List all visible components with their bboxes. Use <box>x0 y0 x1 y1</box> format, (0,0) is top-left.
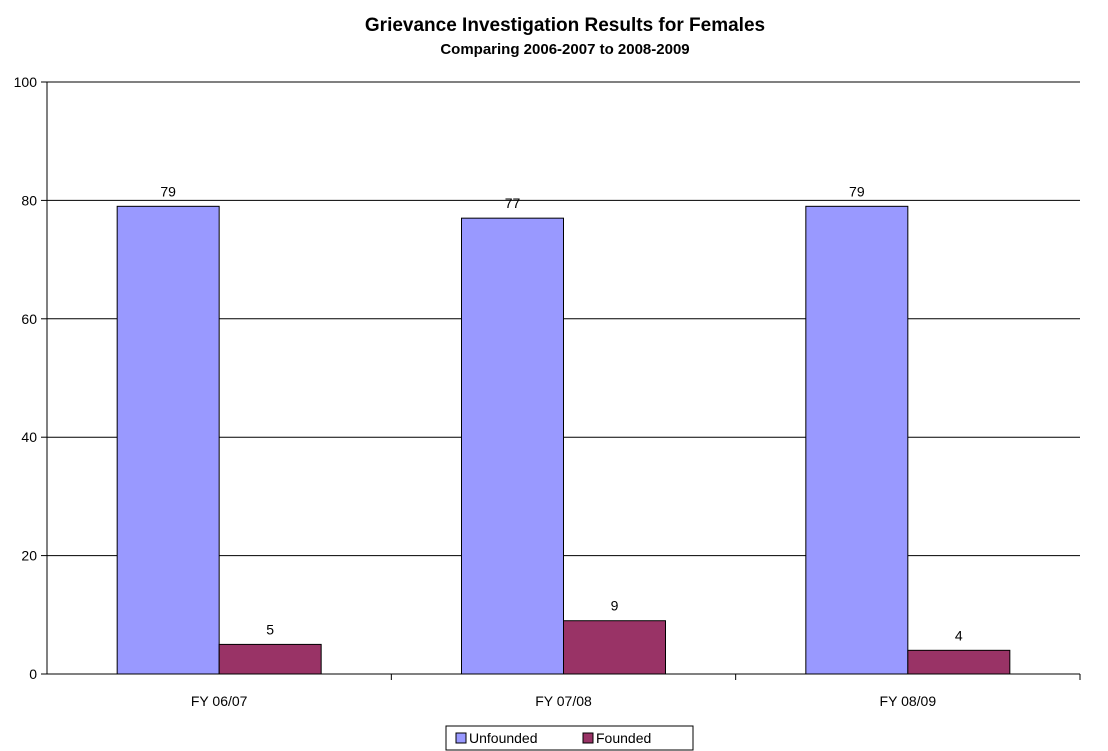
x-category-label: FY 08/09 <box>880 693 937 709</box>
chart-title: Grievance Investigation Results for Fema… <box>365 15 765 36</box>
data-label-founded-3: 4 <box>955 627 963 643</box>
y-tick-label: 0 <box>29 666 37 682</box>
legend-swatch-unfounded <box>455 732 467 744</box>
bar-unfounded-3 <box>805 205 909 675</box>
y-tick-label: 80 <box>21 192 37 208</box>
legend-label-unfounded: Unfounded <box>469 730 538 746</box>
data-label-founded-1: 5 <box>266 621 274 637</box>
bar-unfounded-2 <box>461 217 564 675</box>
data-label-founded-2: 9 <box>611 598 619 614</box>
y-tick-label: 100 <box>14 74 38 90</box>
data-label-unfounded-2: 77 <box>505 195 521 211</box>
x-category-label: FY 07/08 <box>535 693 592 709</box>
axes <box>46 82 1081 680</box>
y-tick-label: 20 <box>21 548 37 564</box>
bar-founded-1 <box>218 643 322 675</box>
bars <box>116 205 1011 675</box>
data-labels: 79 5 77 9 79 4 <box>160 183 963 643</box>
x-axis-categories: FY 06/07 FY 07/08 FY 08/09 <box>191 693 936 709</box>
bar-unfounded-1 <box>116 205 220 675</box>
legend-label-founded: Founded <box>596 730 651 746</box>
legend-swatch-founded <box>582 732 594 744</box>
y-tick-label: 40 <box>21 429 37 445</box>
data-label-unfounded-1: 79 <box>160 183 176 199</box>
chart-subtitle: Comparing 2006-2007 to 2008-2009 <box>440 41 689 58</box>
legend-box <box>445 725 694 751</box>
y-tick-label: 60 <box>21 311 37 327</box>
legend: Unfounded Founded <box>445 725 694 751</box>
x-category-label: FY 06/07 <box>191 693 248 709</box>
bar-founded-2 <box>563 620 666 675</box>
bar-founded-3 <box>907 649 1011 675</box>
data-label-unfounded-3: 79 <box>849 183 865 199</box>
y-axis-ticks: 0 20 40 60 80 100 <box>14 74 47 682</box>
